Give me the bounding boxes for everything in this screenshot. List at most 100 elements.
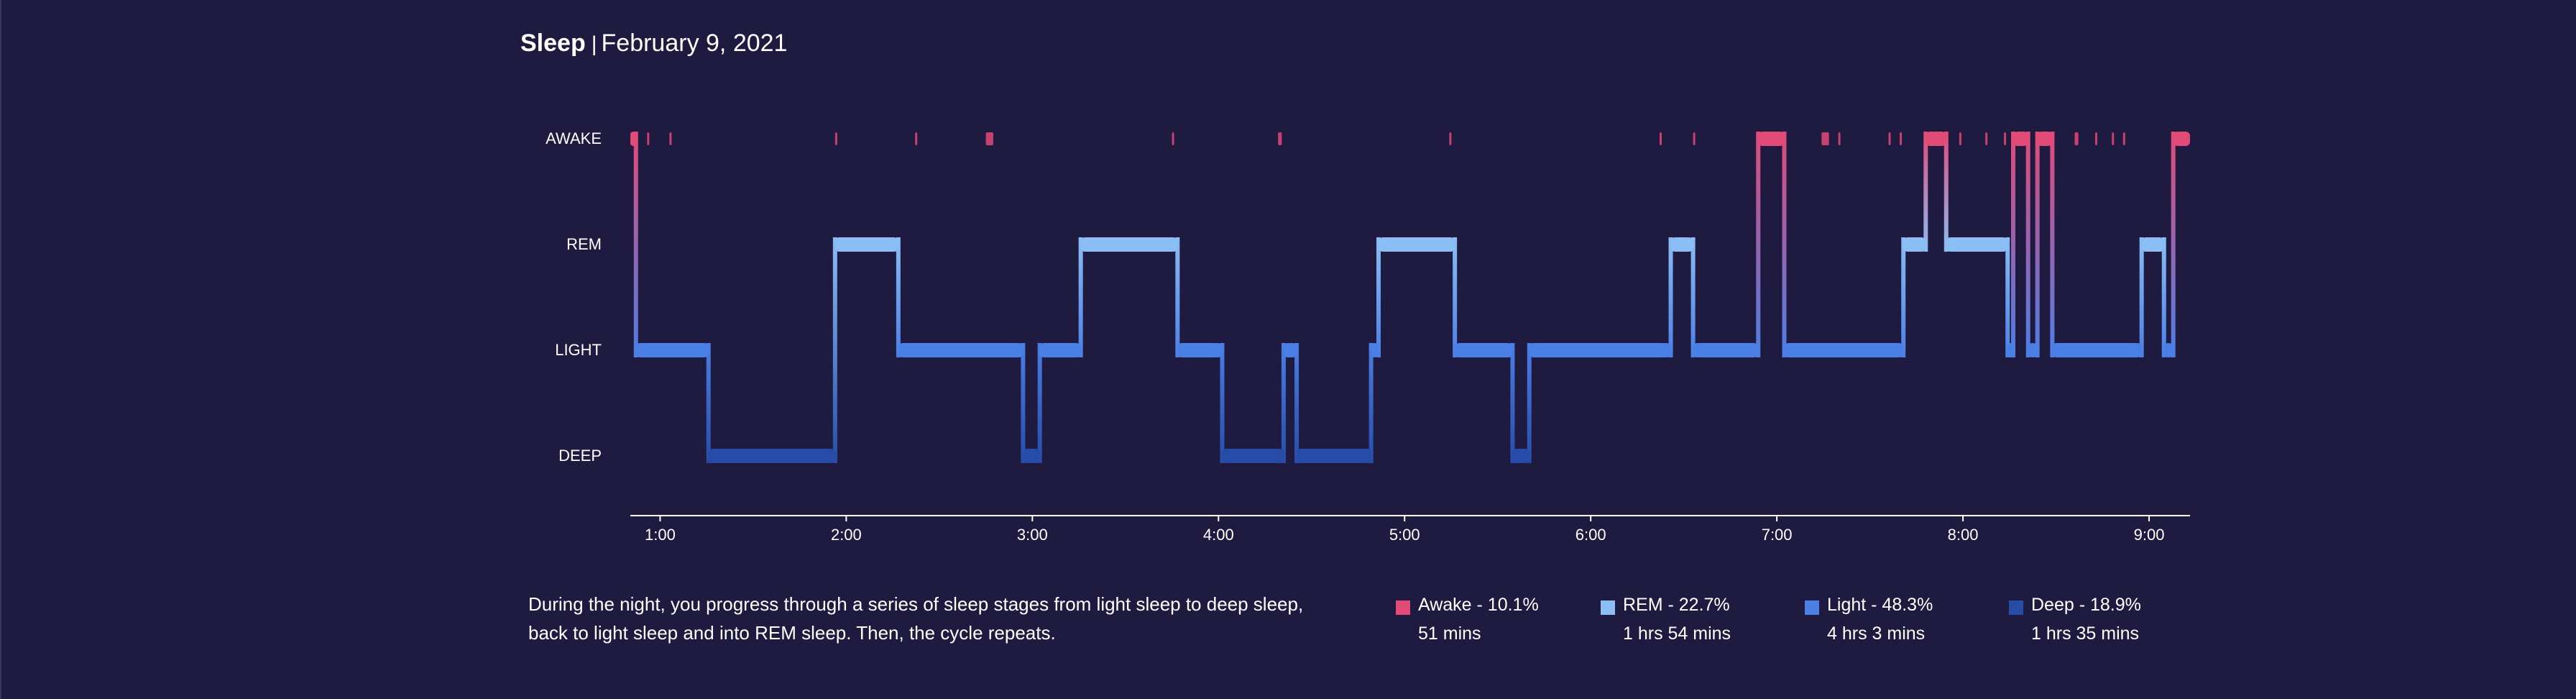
stage-transition: [2035, 132, 2040, 357]
stage-transition: [1220, 343, 1225, 463]
awake-blips: [630, 132, 2125, 145]
awake-blip: [1888, 132, 1891, 145]
awake-blip: [2004, 132, 2007, 145]
legend-rem-duration: 1 hrs 54 mins: [1623, 623, 1731, 644]
stage-bar-light: [1693, 343, 1759, 357]
stage-transition: [1527, 343, 1532, 463]
awake-blip: [669, 132, 672, 145]
stage-bar-deep: [1512, 449, 1530, 463]
stage-transition: [1021, 343, 1026, 463]
x-tick-label: 6:00: [1576, 526, 1606, 544]
stage-bar-light: [2052, 343, 2142, 357]
y-axis-labels: AWAKE REM LIGHT DEEP: [546, 129, 602, 465]
stage-transition: [832, 237, 837, 463]
stage-bar-light: [1283, 343, 1297, 357]
stage-bar-deep: [1297, 449, 1371, 463]
y-label-rem: REM: [566, 235, 602, 253]
sleep-stage-chart: AWAKE REM LIGHT DEEP 1:00 2:00 3:00 4:00 5:00 6:…: [546, 129, 2190, 544]
awake-blip: [1821, 132, 1829, 145]
stage-bar-light: [2028, 343, 2038, 357]
y-label-awake: AWAKE: [546, 129, 602, 147]
awake-blip: [1985, 132, 1988, 145]
stage-transition: [2161, 237, 2166, 357]
stage-transition: [1175, 237, 1180, 357]
stage-bar-light: [635, 343, 709, 357]
stage-transition: [1368, 343, 1374, 463]
stage-bar-awake: [2012, 132, 2028, 146]
legend-light-swatch: [1805, 600, 1819, 615]
stage-transition: [1944, 132, 1949, 252]
legend-deep-swatch: [2009, 600, 2023, 615]
stage-transition: [2139, 237, 2144, 357]
awake-blip: [1172, 132, 1174, 145]
x-tick-label: 3:00: [1017, 526, 1048, 544]
stage-bar-light: [1039, 343, 1081, 357]
legend-rem-swatch: [1601, 600, 1615, 615]
stage-transition: [1901, 237, 1906, 357]
stage-transition: [2171, 132, 2176, 357]
stage-transition: [1281, 343, 1286, 463]
x-tick-label: 8:00: [1948, 526, 1979, 544]
stage-transition: [1756, 132, 1761, 357]
awake-blip: [647, 132, 650, 145]
legend-light-label: Light - 48.3%: [1827, 595, 1933, 615]
stage-transition: [1690, 237, 1696, 357]
awake-blip: [985, 132, 993, 145]
x-tick-label: 5:00: [1389, 526, 1420, 544]
stage-transition: [1668, 237, 1673, 357]
stage-transition: [2010, 132, 2015, 357]
x-axis: 1:00 2:00 3:00 4:00 5:00 6:00 7:00 8:00 9:00: [630, 515, 2190, 544]
stage-bar-light: [1371, 343, 1379, 357]
legend-awake-duration: 51 mins: [1418, 623, 1481, 644]
stage-bar-rem: [834, 237, 898, 252]
stage-bar-awake: [2037, 132, 2053, 146]
y-label-light: LIGHT: [555, 341, 602, 359]
title-separator: |: [591, 32, 597, 56]
stage-bar-rem: [2141, 237, 2164, 252]
stage-bar-light: [898, 343, 1024, 357]
awake-blip: [2122, 132, 2125, 145]
page-title: Sleep: [520, 29, 586, 57]
stage-transition: [2050, 132, 2055, 357]
stage-transition: [896, 237, 901, 357]
awake-blip: [1659, 132, 1662, 145]
awake-blip: [1693, 132, 1696, 145]
x-tick-label: 1:00: [645, 526, 676, 544]
sleep-description: During the night, you progress through a…: [528, 593, 1304, 644]
stage-transition: [2025, 132, 2030, 357]
stage-transition: [2005, 237, 2010, 357]
stage-bar-light: [1455, 343, 1513, 357]
awake-blip: [1838, 132, 1841, 145]
stage-bar-rem: [1670, 237, 1693, 252]
awake-blip: [630, 132, 636, 145]
awake-blip: [834, 132, 837, 145]
stage-transition: [1923, 132, 1928, 252]
stage-bar-awake: [2173, 132, 2190, 146]
legend-awake-swatch: [1396, 600, 1410, 615]
stage-bar-rem: [1903, 237, 1926, 252]
stage-transition: [1294, 343, 1300, 463]
x-tick-label: 9:00: [2134, 526, 2165, 544]
x-tick-label: 7:00: [1762, 526, 1793, 544]
stage-bar-deep: [1023, 449, 1040, 463]
stage-bar-rem: [1080, 237, 1178, 252]
frame-edge: [0, 0, 1, 699]
stage-bar-rem: [1378, 237, 1455, 252]
x-tick-label: 2:00: [831, 526, 862, 544]
stage-bar-light: [1177, 343, 1223, 357]
awake-blip: [2112, 132, 2115, 145]
stage-transition: [633, 132, 638, 357]
legend-deep-label: Deep - 18.9%: [2031, 595, 2141, 615]
awake-blip: [2094, 132, 2097, 145]
legend-awake-label: Awake - 10.1%: [1418, 595, 1539, 615]
awake-blip: [1959, 132, 1961, 145]
stage-transition: [1453, 237, 1458, 357]
stage-bar-rem: [1946, 237, 2008, 252]
stage-bar-light: [1784, 343, 1904, 357]
stage-bar-awake: [1926, 132, 1946, 146]
stage-bar-light: [2163, 343, 2174, 357]
stage-transition: [1376, 237, 1381, 357]
stage-bar-awake: [1758, 132, 1785, 146]
legend-light-duration: 4 hrs 3 mins: [1827, 623, 1926, 644]
stage-transition: [1510, 343, 1515, 463]
